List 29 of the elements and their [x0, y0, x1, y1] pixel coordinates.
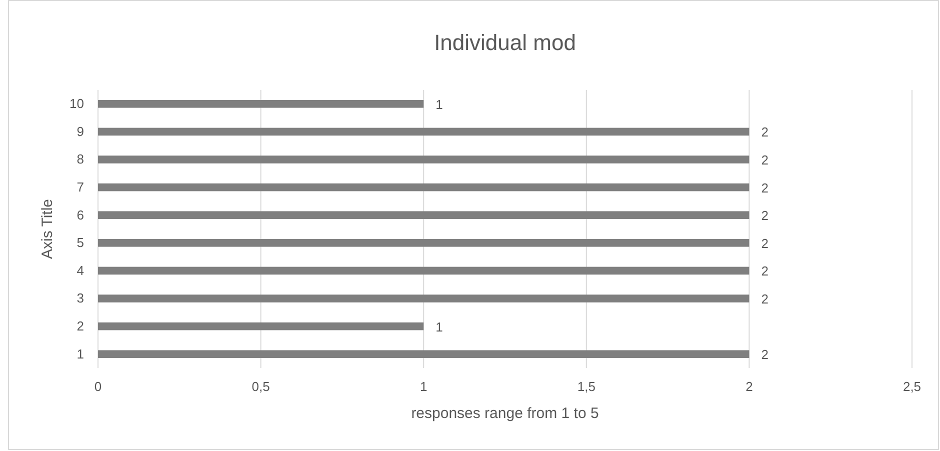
y-tick-label: 10 — [70, 96, 84, 112]
y-axis-title: Axis Title — [39, 198, 56, 260]
x-tick-label: 0,5 — [252, 379, 270, 394]
x-tick-label: 0 — [94, 379, 102, 394]
y-tick-label: 2 — [76, 318, 84, 334]
data-label: 2 — [761, 124, 768, 140]
x-tick-label: 2 — [746, 379, 753, 394]
y-tick-label: 1 — [76, 346, 84, 362]
data-label: 2 — [761, 347, 768, 362]
y-tick-label: 7 — [76, 179, 84, 194]
x-tick-label: 1,5 — [577, 379, 596, 394]
y-tick-label: 9 — [76, 124, 84, 139]
data-label: 2 — [761, 292, 768, 306]
y-tick-label: 5 — [76, 235, 84, 250]
x-tick-label: 1 — [420, 379, 428, 394]
data-label: 2 — [761, 208, 768, 224]
data-label: 2 — [761, 264, 768, 279]
y-tick-label: 8 — [76, 152, 84, 167]
y-tick-label: 4 — [76, 262, 84, 278]
y-tick-label: 3 — [76, 290, 84, 306]
x-axis-title: responses range from 1 to 5 — [411, 405, 599, 422]
data-label: 2 — [761, 236, 768, 251]
data-label: 1 — [436, 96, 443, 112]
chart-title: Individual mod — [434, 30, 576, 55]
x-tick-label: 2,5 — [902, 379, 922, 394]
y-tick-label: 6 — [76, 207, 84, 222]
data-label: 2 — [761, 180, 768, 196]
data-label: 2 — [761, 152, 768, 168]
data-label: 1 — [436, 319, 443, 334]
